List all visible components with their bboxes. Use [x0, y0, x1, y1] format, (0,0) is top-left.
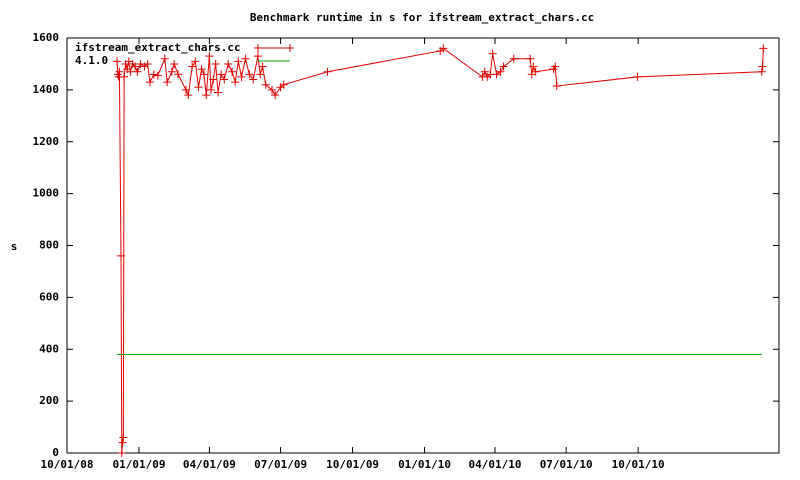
data-point	[499, 62, 508, 71]
data-point	[113, 57, 122, 66]
y-tick-label: 1200	[33, 135, 60, 148]
data-point	[184, 91, 193, 100]
data-point	[531, 67, 540, 76]
data-point	[119, 433, 128, 442]
data-point	[131, 62, 140, 71]
data-point	[188, 62, 197, 71]
y-tick-label: 1000	[33, 187, 60, 200]
x-tick-label: 07/01/09	[254, 458, 307, 471]
data-point	[267, 85, 276, 94]
data-point	[211, 59, 220, 68]
data-point	[116, 251, 125, 260]
data-point	[279, 80, 288, 89]
data-point	[496, 67, 505, 76]
data-point	[256, 70, 265, 79]
data-point	[234, 57, 243, 66]
data-point	[224, 59, 233, 68]
data-point	[170, 59, 179, 68]
y-tick-label: 1400	[33, 83, 60, 96]
data-point	[271, 91, 280, 100]
data-point	[181, 85, 190, 94]
data-point	[253, 52, 262, 61]
x-tick-label: 10/01/08	[41, 458, 94, 471]
x-tick-label: 04/01/09	[183, 458, 236, 471]
data-point	[759, 44, 768, 53]
x-tick-label: 04/01/10	[468, 458, 521, 471]
series-line	[116, 47, 764, 454]
chart-title: Benchmark runtime in s for ifstream_extr…	[250, 11, 594, 24]
data-point	[258, 62, 267, 71]
data-point	[167, 67, 176, 76]
x-tick-label: 07/01/10	[540, 458, 593, 471]
data-point	[160, 54, 169, 63]
data-point	[552, 81, 561, 90]
data-point	[202, 91, 211, 100]
data-point	[143, 59, 152, 68]
data-point	[145, 78, 154, 87]
legend-marker	[254, 44, 262, 52]
data-point	[149, 70, 158, 79]
data-point	[237, 72, 246, 81]
y-tick-label: 800	[39, 239, 59, 252]
data-point	[529, 62, 538, 71]
data-point	[551, 62, 560, 71]
data-point	[509, 54, 518, 63]
data-point	[439, 44, 448, 53]
y-tick-label: 600	[39, 290, 59, 303]
data-point	[758, 62, 767, 71]
data-point	[153, 71, 162, 80]
y-tick-label: 0	[52, 446, 59, 459]
data-point	[526, 54, 535, 63]
data-point	[249, 75, 258, 84]
y-tick-label: 400	[39, 342, 59, 355]
data-point	[194, 83, 203, 92]
data-point	[174, 70, 183, 79]
data-point	[209, 75, 218, 84]
legend-label: 4.1.0	[75, 54, 108, 67]
y-axis-label: s	[11, 240, 18, 253]
data-point	[214, 88, 223, 97]
data-point	[126, 67, 135, 76]
data-point	[757, 67, 766, 76]
data-point	[120, 72, 129, 81]
data-point	[480, 67, 489, 76]
legend-marker	[286, 44, 294, 52]
data-point	[133, 67, 142, 76]
legend-label: ifstream_extract_chars.cc	[75, 41, 241, 54]
data-point	[488, 49, 497, 58]
data-point	[231, 78, 240, 87]
x-tick-label: 10/01/10	[612, 458, 665, 471]
data-point	[115, 67, 124, 76]
plot-frame	[66, 37, 780, 454]
y-tick-label: 1600	[33, 31, 60, 44]
data-point	[163, 78, 172, 87]
data-point	[217, 70, 226, 79]
data-point	[206, 85, 215, 94]
data-point	[241, 54, 250, 63]
data-point	[191, 57, 200, 66]
y-tick-label: 200	[39, 394, 59, 407]
data-point	[117, 449, 126, 457]
data-point	[197, 65, 206, 74]
data-point	[245, 70, 254, 79]
data-point	[220, 75, 229, 84]
data-point	[205, 52, 214, 61]
x-tick-label: 01/01/09	[112, 458, 165, 471]
data-point	[323, 67, 332, 76]
x-tick-label: 10/01/09	[326, 458, 379, 471]
data-point	[118, 438, 127, 447]
data-point	[261, 80, 270, 89]
data-point	[633, 72, 642, 81]
x-tick-label: 01/01/10	[398, 458, 451, 471]
data-point	[199, 70, 208, 79]
data-point	[228, 67, 237, 76]
